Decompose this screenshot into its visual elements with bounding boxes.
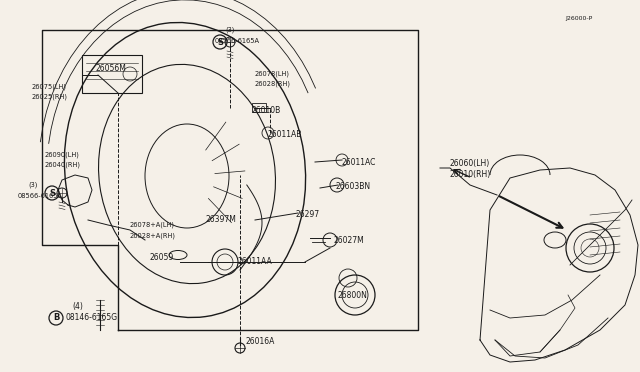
Text: 26011AB: 26011AB [268,129,302,138]
Text: 26397M: 26397M [205,215,236,224]
Text: 26056M: 26056M [95,64,126,73]
Text: (4): (4) [72,302,83,311]
Text: 26027M: 26027M [333,235,364,244]
Text: 26028(RH): 26028(RH) [255,81,291,87]
Text: 26011AA: 26011AA [238,257,273,266]
Text: (3): (3) [225,27,234,33]
Text: 26028+A(RH): 26028+A(RH) [130,233,176,239]
Text: 26059: 26059 [150,253,174,262]
Text: 26297: 26297 [295,209,319,218]
Text: 26090(LH): 26090(LH) [45,152,80,158]
Text: 26075(LH): 26075(LH) [32,84,67,90]
Text: 08146-6165G: 08146-6165G [65,314,117,323]
Text: 08566-6165A: 08566-6165A [18,193,63,199]
Text: 26603BN: 26603BN [335,182,370,190]
Bar [252,103,266,112]
Text: S: S [217,38,223,46]
Text: 26010B: 26010B [252,106,281,115]
Text: 26025(RH): 26025(RH) [32,94,68,100]
Text: 26040(RH): 26040(RH) [45,162,81,168]
Text: B: B [53,314,59,323]
Text: 26060(LH): 26060(LH) [450,158,490,167]
Text: 26016A: 26016A [245,337,275,346]
Bar [82,55,142,93]
Text: J26000-P: J26000-P [565,16,592,20]
Text: 26078+A(LH): 26078+A(LH) [130,222,175,228]
Text: 26011AC: 26011AC [342,157,376,167]
Text: 26800N: 26800N [338,292,368,301]
Text: 26078(LH): 26078(LH) [255,71,290,77]
Text: 26010(RH): 26010(RH) [450,170,492,179]
Text: (3): (3) [28,182,37,188]
Text: S: S [49,189,55,198]
Text: 08566-6165A: 08566-6165A [215,38,260,44]
